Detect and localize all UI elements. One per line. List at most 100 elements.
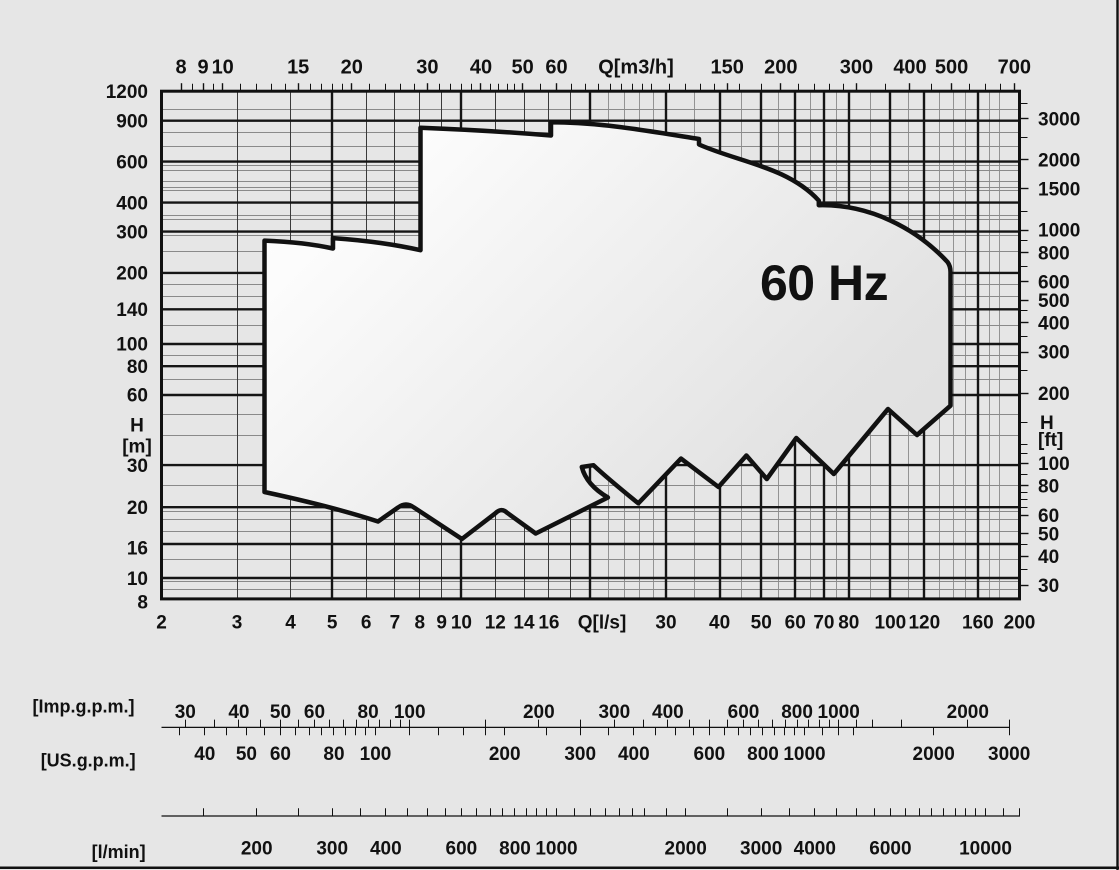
- svg-text:30: 30: [127, 456, 148, 477]
- svg-text:2000: 2000: [1038, 151, 1080, 172]
- svg-text:10: 10: [212, 57, 234, 79]
- svg-text:8: 8: [137, 593, 148, 614]
- svg-text:800: 800: [747, 744, 779, 765]
- svg-text:200: 200: [523, 702, 555, 723]
- svg-text:400: 400: [893, 57, 926, 79]
- svg-text:80: 80: [358, 702, 379, 723]
- svg-text:200: 200: [116, 264, 148, 285]
- svg-text:3000: 3000: [1038, 109, 1080, 130]
- svg-text:150: 150: [711, 57, 744, 79]
- svg-text:700: 700: [998, 57, 1031, 79]
- svg-text:2000: 2000: [665, 839, 707, 860]
- svg-text:1000: 1000: [818, 702, 860, 723]
- svg-text:7: 7: [390, 613, 401, 634]
- svg-text:400: 400: [1038, 314, 1070, 335]
- svg-text:40: 40: [470, 57, 492, 79]
- svg-text:16: 16: [127, 538, 148, 559]
- svg-text:80: 80: [1038, 477, 1059, 498]
- svg-text:1500: 1500: [1038, 180, 1080, 201]
- svg-text:300: 300: [316, 839, 348, 860]
- svg-text:100: 100: [116, 335, 148, 356]
- svg-text:[ft]: [ft]: [1038, 430, 1063, 451]
- svg-text:600: 600: [728, 702, 760, 723]
- svg-text:3000: 3000: [988, 744, 1030, 765]
- svg-text:800: 800: [1038, 243, 1070, 264]
- svg-text:[m]: [m]: [122, 437, 152, 458]
- svg-text:1000: 1000: [1038, 221, 1080, 242]
- svg-text:6: 6: [361, 613, 372, 634]
- svg-text:800: 800: [781, 702, 813, 723]
- svg-text:400: 400: [618, 744, 650, 765]
- svg-text:400: 400: [116, 193, 148, 214]
- svg-text:10: 10: [451, 613, 472, 634]
- svg-text:60: 60: [785, 613, 806, 634]
- svg-text:20: 20: [127, 498, 148, 519]
- svg-text:8: 8: [415, 613, 426, 634]
- svg-text:1000: 1000: [535, 839, 577, 860]
- svg-text:300: 300: [116, 222, 148, 243]
- svg-text:400: 400: [652, 702, 684, 723]
- svg-text:200: 200: [1038, 384, 1070, 405]
- svg-text:800: 800: [499, 839, 531, 860]
- svg-text:80: 80: [323, 744, 344, 765]
- svg-text:4: 4: [285, 613, 296, 634]
- svg-text:20: 20: [341, 57, 363, 79]
- svg-text:15: 15: [287, 57, 309, 79]
- svg-text:2000: 2000: [913, 744, 955, 765]
- svg-text:30: 30: [1038, 576, 1059, 597]
- svg-text:200: 200: [764, 57, 797, 79]
- svg-text:60 Hz: 60 Hz: [760, 255, 888, 311]
- svg-text:2000: 2000: [947, 702, 989, 723]
- svg-text:[Imp.g.p.m.]: [Imp.g.p.m.]: [33, 696, 135, 716]
- svg-text:500: 500: [935, 57, 968, 79]
- svg-text:40: 40: [1038, 547, 1059, 568]
- svg-text:30: 30: [655, 613, 676, 634]
- svg-text:50: 50: [236, 744, 257, 765]
- svg-text:50: 50: [270, 702, 291, 723]
- svg-text:9: 9: [198, 57, 209, 79]
- svg-text:30: 30: [175, 702, 196, 723]
- svg-text:5: 5: [327, 613, 338, 634]
- svg-text:6000: 6000: [869, 839, 911, 860]
- svg-text:50: 50: [751, 613, 772, 634]
- svg-text:100: 100: [875, 613, 907, 634]
- svg-text:3000: 3000: [740, 839, 782, 860]
- svg-text:80: 80: [838, 613, 859, 634]
- svg-text:160: 160: [962, 613, 994, 634]
- svg-text:900: 900: [116, 111, 148, 132]
- svg-text:60: 60: [304, 702, 325, 723]
- svg-text:400: 400: [370, 839, 402, 860]
- svg-text:600: 600: [1038, 273, 1070, 294]
- svg-text:300: 300: [564, 744, 596, 765]
- svg-text:120: 120: [908, 613, 940, 634]
- svg-text:100: 100: [394, 702, 426, 723]
- svg-text:300: 300: [598, 702, 630, 723]
- svg-text:60: 60: [270, 744, 291, 765]
- svg-text:300: 300: [840, 57, 873, 79]
- svg-text:100: 100: [1038, 454, 1070, 475]
- svg-text:80: 80: [127, 357, 148, 378]
- svg-text:Q[l/s]: Q[l/s]: [578, 613, 627, 634]
- svg-text:H: H: [1040, 413, 1054, 434]
- svg-text:200: 200: [241, 839, 273, 860]
- svg-text:60: 60: [1038, 506, 1059, 527]
- svg-text:200: 200: [1004, 613, 1036, 634]
- svg-text:70: 70: [813, 613, 834, 634]
- svg-text:50: 50: [1038, 524, 1059, 545]
- svg-text:16: 16: [538, 613, 559, 634]
- svg-text:H: H: [130, 416, 144, 437]
- svg-text:40: 40: [228, 702, 249, 723]
- svg-text:140: 140: [116, 300, 148, 321]
- svg-text:Q[m3/h]: Q[m3/h]: [598, 57, 674, 79]
- svg-text:600: 600: [694, 744, 726, 765]
- svg-text:500: 500: [1038, 291, 1070, 312]
- svg-text:1200: 1200: [106, 82, 148, 103]
- svg-text:[US.g.p.m.]: [US.g.p.m.]: [41, 751, 136, 771]
- svg-text:40: 40: [194, 744, 215, 765]
- svg-text:1000: 1000: [783, 744, 825, 765]
- svg-text:30: 30: [416, 57, 438, 79]
- svg-text:40: 40: [709, 613, 730, 634]
- svg-text:60: 60: [127, 386, 148, 407]
- svg-text:[l/min]: [l/min]: [92, 842, 146, 862]
- svg-text:10000: 10000: [959, 839, 1012, 860]
